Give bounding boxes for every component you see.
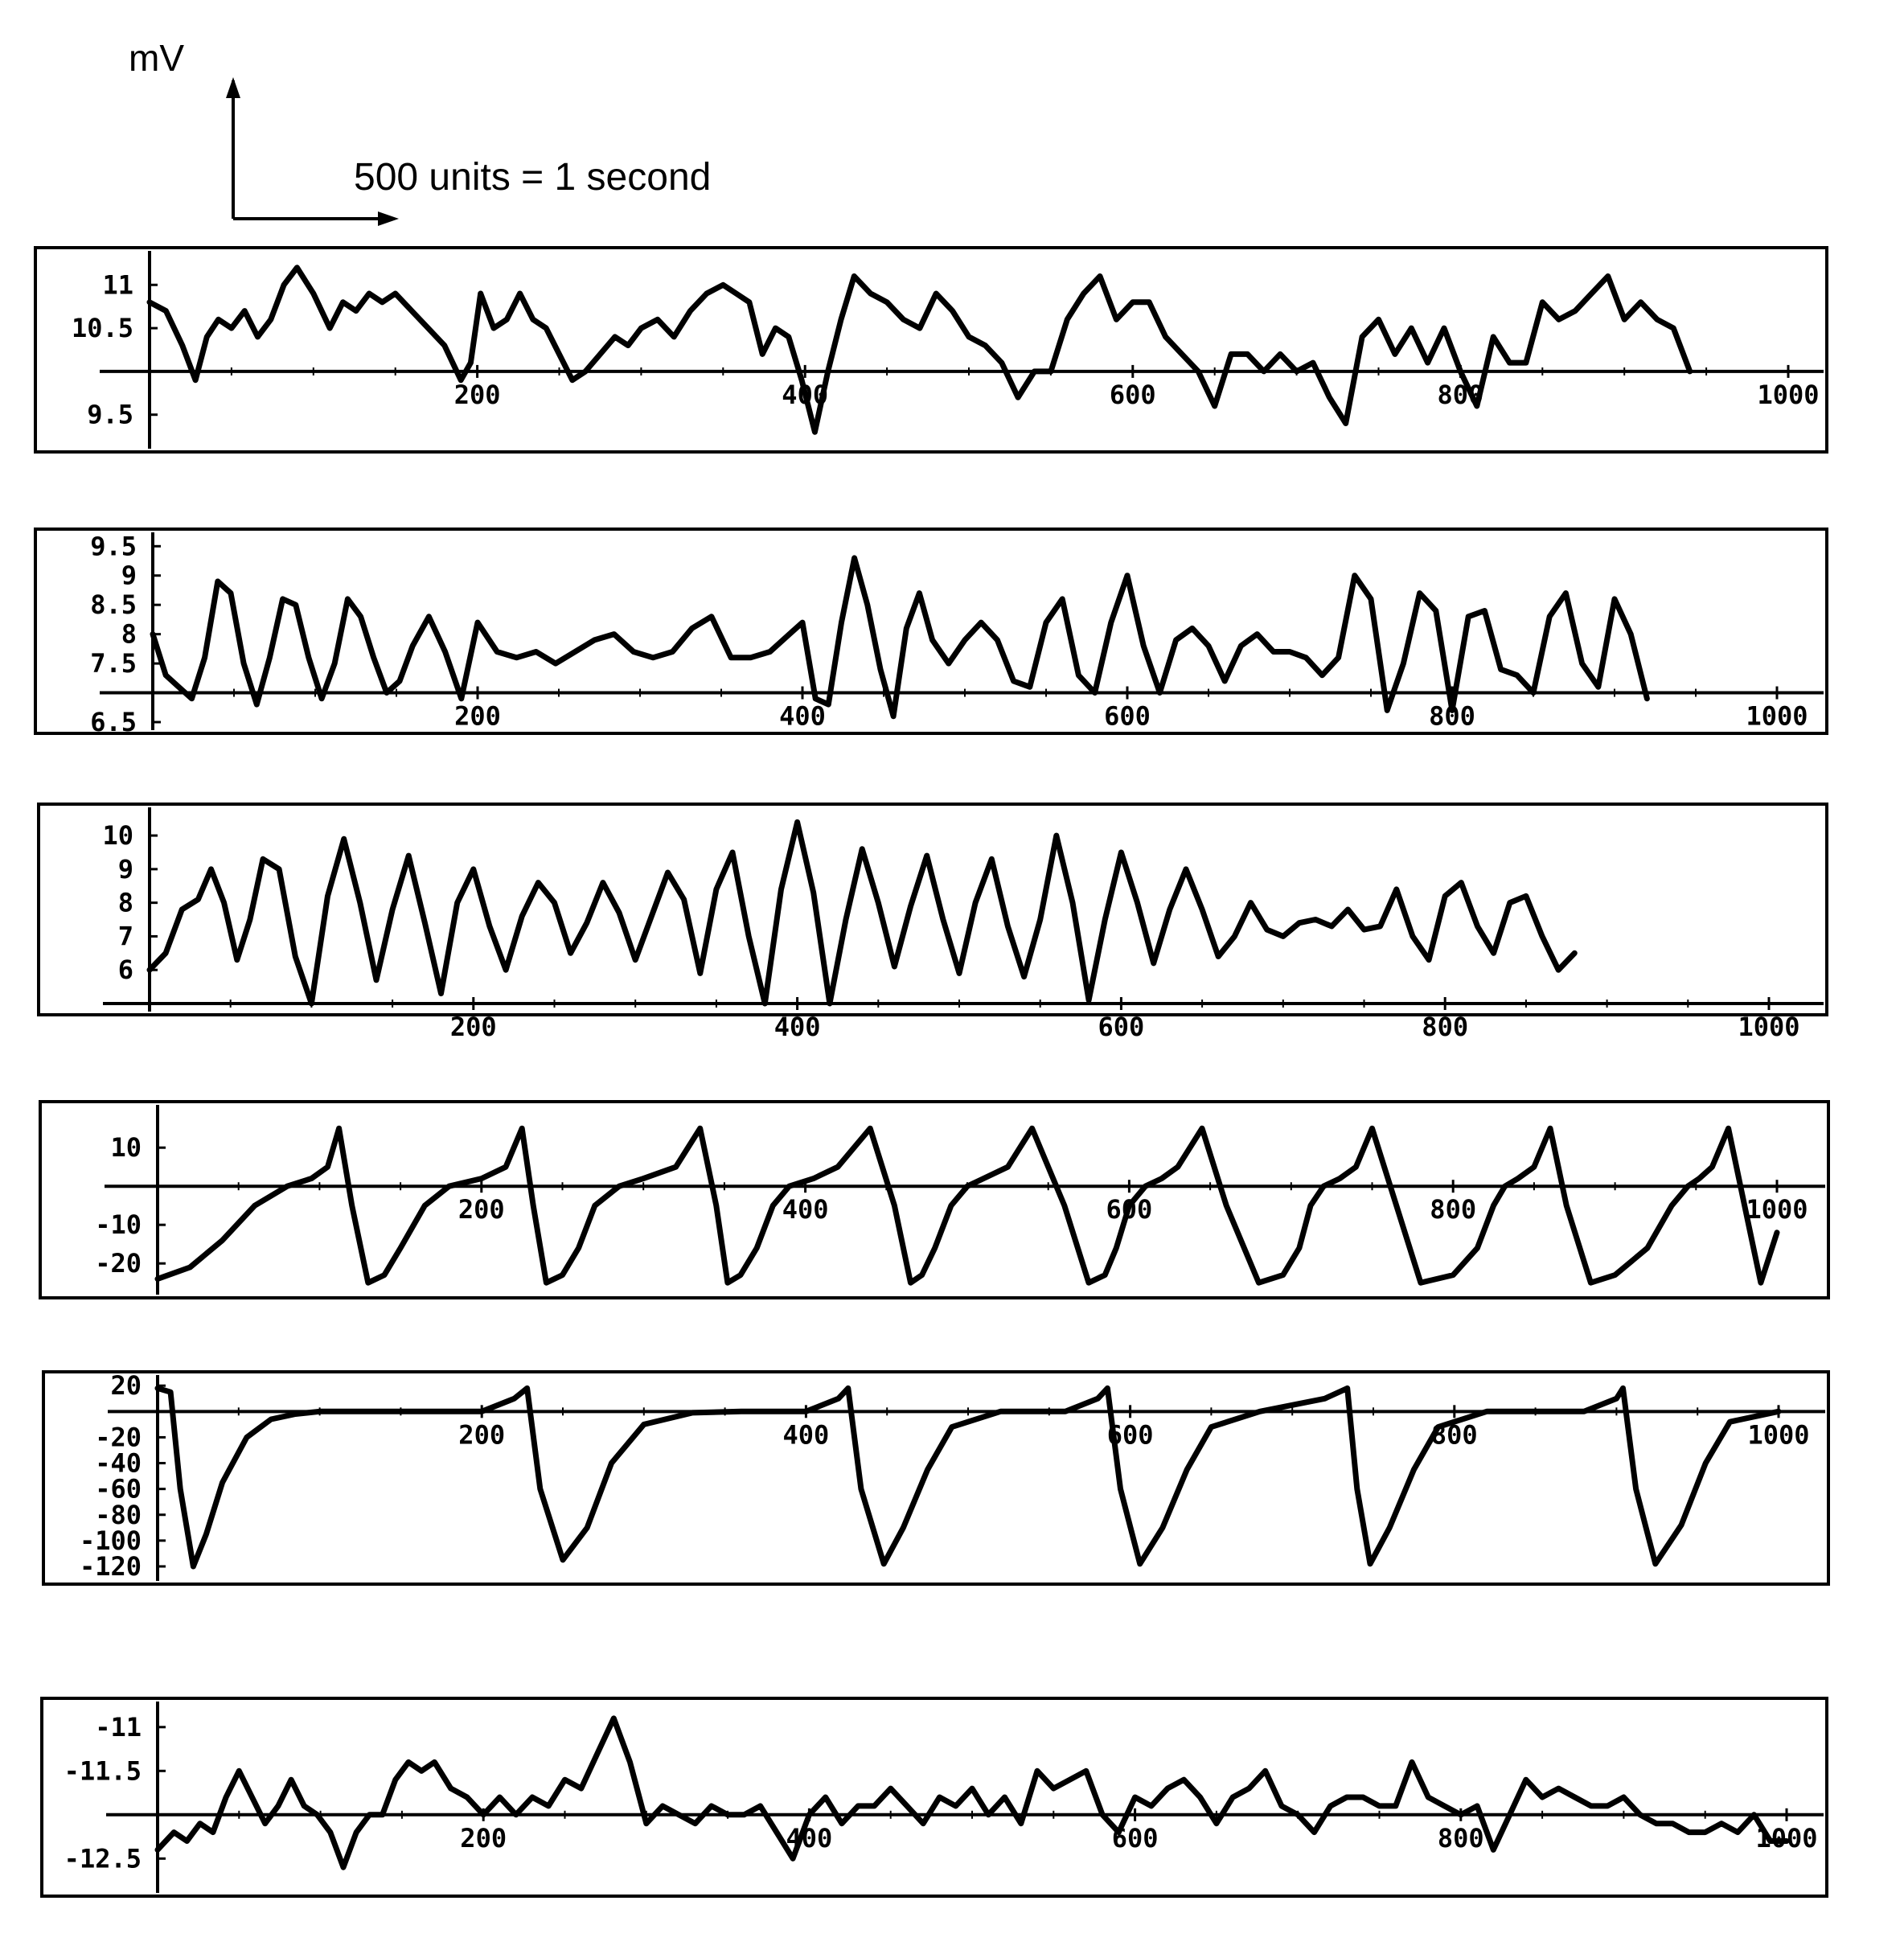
x-tick-label: 800 [1438,1823,1484,1854]
x-tick-label: 200 [458,1419,505,1450]
y-tick-label: 9.5 [87,400,133,430]
y-unit-label: mV [129,37,184,79]
panel-frame [34,528,1828,735]
x-tick-label: 400 [786,1823,833,1854]
series-line-1 [154,1385,1782,1570]
x-tick-label: 800 [1422,1012,1468,1042]
y-tick-label: 7 [118,921,133,951]
scale-horizontal-arrowhead [378,211,399,226]
y-tick-label: 11 [102,269,133,300]
y-tick-label: -20 [95,1422,142,1452]
y-tick-label: -100 [80,1525,142,1556]
series-line-1 [154,1125,1780,1286]
scale-note: 500 units = 1 second [354,156,711,199]
y-tick-label: -20 [95,1248,142,1279]
x-tick-label: 200 [460,1823,507,1854]
x-tick-label: 600 [1098,1012,1145,1042]
y-tick-label: -40 [95,1448,142,1479]
y-tick-label: -10 [95,1209,142,1240]
series-line-1 [146,265,1693,435]
x-tick-label: 200 [458,1194,505,1225]
panel-frame [34,246,1828,454]
series-line-1 [154,1715,1790,1870]
x-tick-label: 800 [1430,1194,1476,1225]
y-tick-label: 6.5 [90,707,137,737]
y-tick-label: 9.5 [90,531,137,561]
series-line-1 [150,555,1650,720]
scale-indicator: mV 500 units = 1 second [129,37,711,226]
y-tick-label: 9 [118,854,133,885]
x-tick-label: 1000 [1757,380,1819,410]
x-tick-label: 1000 [1747,1419,1809,1450]
series-line-1 [146,819,1578,1007]
y-tick-label: -60 [95,1474,142,1505]
y-tick-label: 9 [121,560,137,591]
panel-frame [40,1697,1828,1898]
y-tick-label: -11.5 [64,1755,142,1786]
x-tick-label: 200 [454,701,501,732]
x-tick-label: 400 [782,1194,829,1225]
chart-panels: 200 400 600 800 1000 11 10.5 9.5 200 400 600 800 100… [34,246,1830,1898]
x-tick-label: 600 [1110,380,1156,410]
x-tick-label: 200 [450,1012,497,1042]
x-tick-label: 200 [454,380,501,410]
chart-panel-6: 200 400 600 800 1000-11-11.5-12.5 [40,1697,1828,1898]
x-tick-label: 1000 [1746,701,1808,732]
panel-frame [37,803,1828,1016]
y-tick-label: 8 [121,619,137,650]
y-tick-label: 8 [118,888,133,918]
y-tick-label: 10 [110,1132,142,1163]
panel-frame [42,1370,1830,1586]
y-tick-label: 10 [102,820,133,851]
y-tick-label: 7.5 [90,648,137,679]
x-tick-label: 400 [774,1012,821,1042]
x-tick-label: 400 [779,701,826,732]
y-tick-label: -11 [95,1712,142,1743]
panel-frame [39,1100,1830,1299]
y-tick-label: 8.5 [90,589,137,620]
x-tick-label: 1000 [1746,1194,1808,1225]
y-tick-label: -120 [80,1551,142,1582]
y-tick-label: 20 [110,1370,142,1401]
x-tick-label: 1000 [1738,1012,1799,1042]
scale-vertical-arrowhead [226,77,240,98]
x-tick-label: 600 [1104,701,1151,732]
y-tick-label: 6 [118,954,133,985]
y-tick-label: -80 [95,1500,142,1530]
x-tick-label: 400 [783,1419,830,1450]
y-tick-label: -12.5 [64,1843,142,1874]
y-tick-label: 10.5 [72,313,133,343]
